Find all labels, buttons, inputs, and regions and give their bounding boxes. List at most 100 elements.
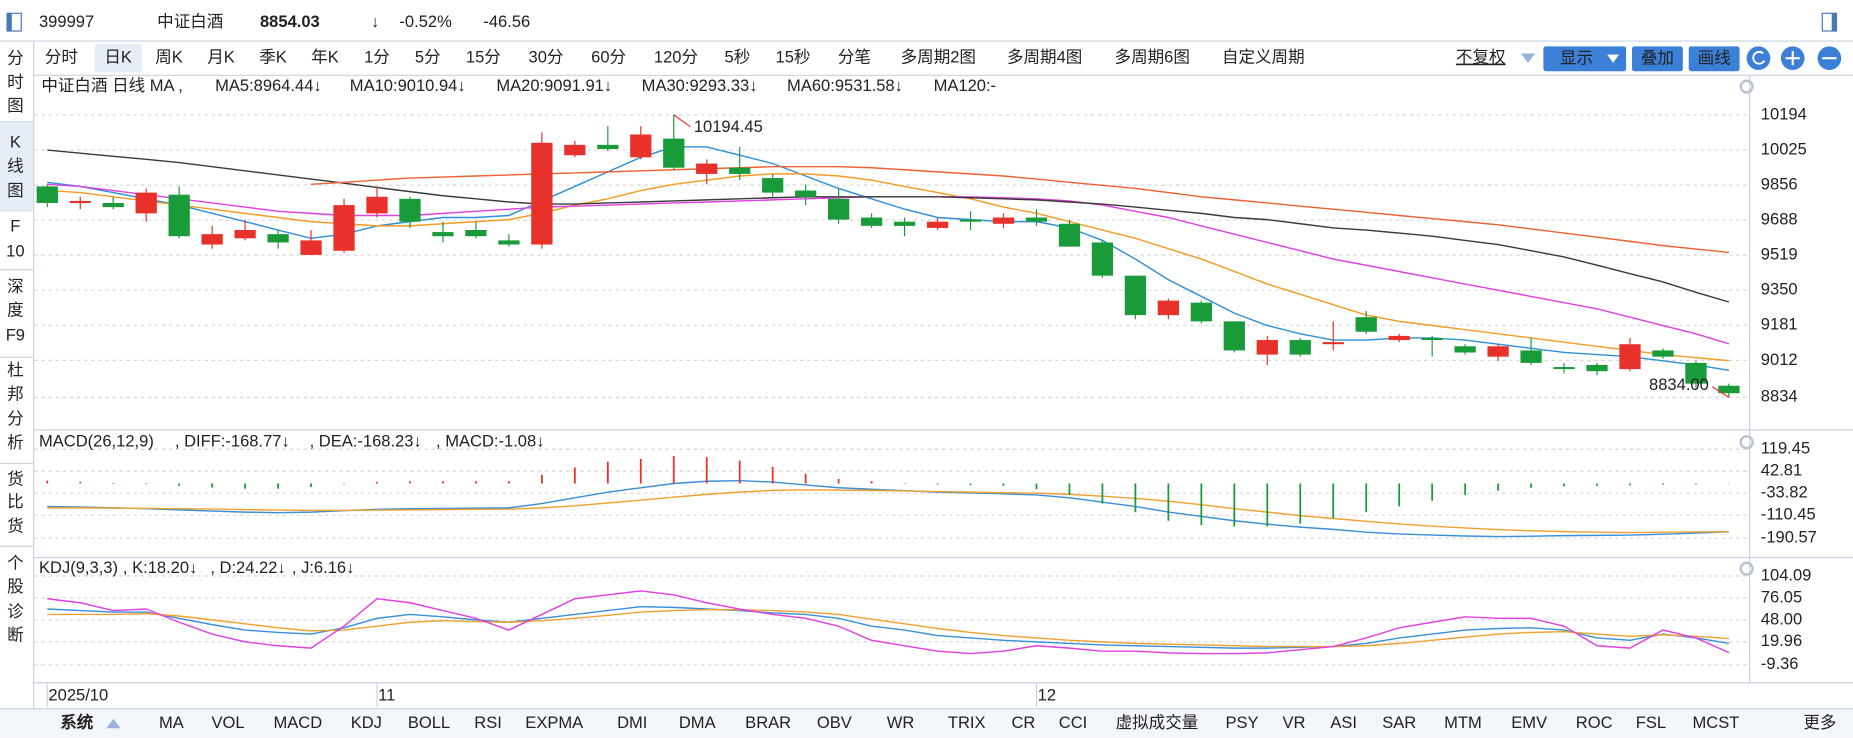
indicator-tab[interactable]: BOLL — [408, 713, 450, 732]
period-tab[interactable]: 月K — [207, 48, 235, 67]
period-tab[interactable]: 多周期4图 — [1007, 48, 1082, 67]
indicator-tab[interactable]: ASI — [1330, 713, 1357, 732]
button-label[interactable]: 显示 — [1560, 49, 1593, 68]
indicator-tab[interactable]: MACD — [273, 713, 322, 732]
indicator-tab[interactable]: BRAR — [745, 713, 791, 732]
settings-icon[interactable] — [1739, 79, 1754, 94]
period-tab[interactable]: 15秒 — [776, 48, 811, 67]
side-tab[interactable]: K — [10, 133, 21, 152]
candle-body — [531, 142, 553, 245]
indicator-tab[interactable]: FSL — [1636, 713, 1666, 732]
period-tab[interactable]: 分笔 — [838, 48, 871, 67]
side-tab[interactable]: 货 — [7, 517, 24, 536]
series-line — [47, 590, 1730, 655]
side-tab[interactable]: 股 — [7, 577, 24, 596]
indicator-tab[interactable]: 系统 — [60, 712, 94, 732]
period-tab[interactable]: 60分 — [591, 48, 626, 67]
side-tab[interactable]: F — [10, 217, 20, 236]
indicator-tab[interactable]: TRIX — [948, 713, 986, 732]
indicator-tab[interactable]: OBV — [817, 713, 852, 732]
indicator-tab[interactable]: VR — [1283, 713, 1306, 732]
indicator-tab[interactable]: WR — [887, 713, 915, 732]
button-bg[interactable] — [1688, 46, 1740, 72]
side-tab[interactable]: 比 — [7, 492, 24, 511]
refresh-button[interactable] — [1746, 46, 1771, 71]
price: 8854.03 — [260, 12, 320, 31]
indicator-tab[interactable]: DMI — [617, 713, 647, 732]
side-tab[interactable]: 图 — [7, 96, 24, 115]
period-tab[interactable]: 120分 — [654, 48, 698, 67]
side-tab[interactable]: 时 — [7, 72, 24, 91]
period-tab[interactable]: 日K — [104, 48, 132, 67]
more-link[interactable]: 更多 — [1803, 713, 1836, 732]
side-tab[interactable]: 个 — [7, 553, 24, 572]
series-line — [47, 489, 1729, 534]
side-tab[interactable]: 10 — [6, 241, 24, 260]
button-label[interactable]: 叠加 — [1641, 49, 1674, 68]
adjust-menu[interactable]: 不复权 — [1456, 48, 1506, 67]
candle-body — [1256, 340, 1278, 355]
side-tab[interactable]: 线 — [7, 156, 24, 175]
period-tab[interactable]: 周K — [155, 48, 183, 67]
side-tab[interactable]: 诊 — [7, 602, 24, 621]
side-tab[interactable]: 度 — [7, 300, 24, 319]
side-tab[interactable]: 货 — [7, 469, 24, 488]
period-tab[interactable]: 季K — [259, 48, 287, 67]
candle-body — [893, 221, 916, 226]
period-tab[interactable]: 分时 — [45, 48, 78, 67]
candle-body — [1388, 335, 1410, 341]
period-tab[interactable]: 年K — [311, 48, 339, 67]
period-tab[interactable]: 30分 — [529, 48, 564, 67]
settings-icon[interactable] — [1739, 435, 1754, 450]
settings-icon[interactable] — [1739, 561, 1754, 576]
side-tab[interactable]: 邦 — [7, 384, 24, 403]
indicator-tab[interactable]: EXPMA — [525, 713, 583, 732]
bottom-bar — [0, 709, 1853, 738]
side-tab[interactable]: 析 — [7, 433, 24, 452]
indicator-tab[interactable]: CCI — [1059, 713, 1087, 732]
candle-body — [564, 144, 586, 156]
side-tab[interactable]: F9 — [6, 325, 25, 344]
indicator-tab[interactable]: PSY — [1225, 713, 1258, 732]
period-tab[interactable]: 自定义周期 — [1222, 48, 1305, 67]
candle-body — [1520, 350, 1542, 363]
indicator-tab[interactable]: RSI — [474, 713, 502, 732]
side-tab[interactable]: 分 — [7, 49, 24, 68]
period-tab[interactable]: 15分 — [466, 48, 501, 67]
indicator-tab[interactable]: SAR — [1382, 713, 1416, 732]
active-tab-bg — [94, 44, 142, 73]
candle-body — [1487, 346, 1509, 357]
button-label[interactable]: 画线 — [1698, 49, 1731, 68]
period-tab[interactable]: 多周期2图 — [901, 48, 976, 67]
period-tab[interactable]: 1分 — [364, 48, 390, 67]
period-tab[interactable]: 多周期6图 — [1115, 48, 1190, 67]
candle-body — [399, 198, 421, 222]
chart-legend-title: 中证白酒 日线 MA , — [41, 76, 182, 95]
indicator-tab[interactable]: MA — [159, 713, 184, 732]
indicator-tab[interactable]: CR — [1011, 713, 1035, 732]
side-tab[interactable]: 断 — [7, 625, 24, 644]
indicator-tab[interactable]: ROC — [1576, 713, 1613, 732]
candle-body — [860, 217, 883, 226]
legend-entry: MA10:9010.94↓ — [350, 76, 466, 95]
button-bg[interactable] — [1543, 46, 1627, 72]
side-tab[interactable]: 杜 — [7, 361, 24, 380]
indicator-tab[interactable]: MTM — [1444, 713, 1482, 732]
y-tick-label: 9181 — [1761, 315, 1798, 334]
side-tab[interactable]: 分 — [7, 409, 24, 428]
indicator-tab[interactable]: 虚拟成交量 — [1116, 713, 1199, 732]
period-tab[interactable]: 5分 — [415, 48, 441, 67]
indicator-tab[interactable]: VOL — [212, 713, 245, 732]
side-tab[interactable]: 图 — [7, 181, 24, 200]
y-tick-label: 48.00 — [1761, 609, 1802, 628]
period-tab[interactable]: 5秒 — [725, 48, 751, 67]
indicator-tab[interactable]: EMV — [1511, 713, 1547, 732]
button-bg[interactable] — [1632, 46, 1683, 72]
candle-body — [1355, 317, 1377, 332]
y-tick-label: 104.09 — [1761, 565, 1812, 584]
indicator-tab[interactable]: DMA — [679, 713, 716, 732]
indicator-tab[interactable]: KDJ — [351, 713, 382, 732]
indicator-tab[interactable]: MCST — [1692, 713, 1739, 732]
candle-body — [1223, 321, 1245, 351]
side-tab[interactable]: 深 — [7, 277, 24, 296]
